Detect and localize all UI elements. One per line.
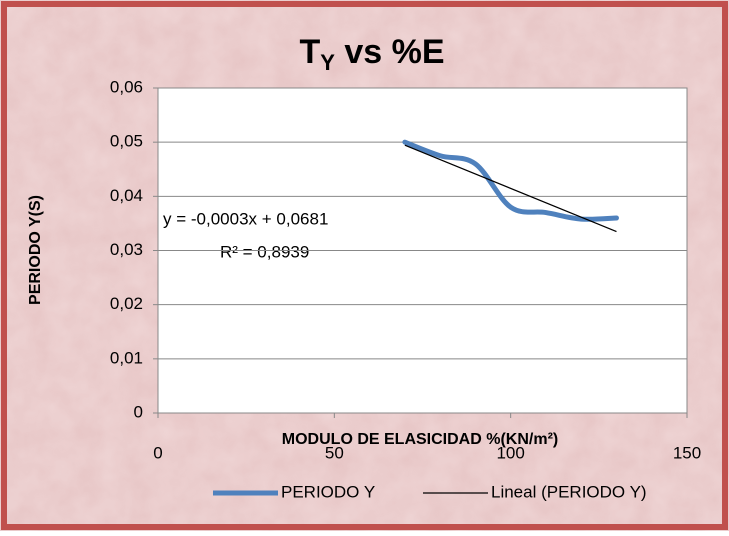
title-sub: Y <box>320 50 335 75</box>
x-tick-label: 0 <box>153 443 162 462</box>
chart-title: TY vs %E <box>299 33 444 75</box>
y-tick-label: 0,04 <box>110 186 143 205</box>
title-rest: vs %E <box>335 33 445 71</box>
trend-equation: y = -0,0003x + 0,0681 <box>163 209 328 228</box>
y-tick-label: 0,02 <box>110 294 143 313</box>
series-line <box>402 139 619 222</box>
y-axis-label: PERIODO Y(S) <box>27 195 44 305</box>
y-tick-label: 0,05 <box>110 132 143 151</box>
trend-line <box>404 144 617 233</box>
y-tick-label: 0,03 <box>110 240 143 259</box>
y-tick-label: 0,01 <box>110 348 143 367</box>
x-tick-label: 150 <box>673 443 701 462</box>
x-tick-label: 50 <box>325 443 344 462</box>
trend-r2: R² = 0,8939 <box>220 242 309 261</box>
legend-label: PERIODO Y <box>281 482 375 501</box>
y-tick-label: 0 <box>134 402 143 421</box>
y-tick-label: 0,06 <box>110 77 143 96</box>
legend-label: Lineal (PERIODO Y) <box>491 482 647 501</box>
x-axis-label: MODULO DE ELASICIDAD %(KN/m²) <box>282 431 558 448</box>
title-main: T <box>299 33 320 71</box>
x-tick-label: 100 <box>496 443 524 462</box>
